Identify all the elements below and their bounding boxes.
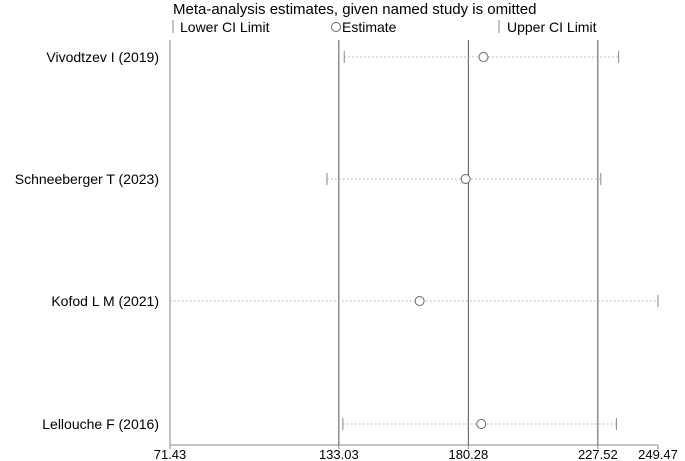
study-label-2: Kofod L M (2021) xyxy=(51,293,159,309)
x-tick-label-0: 71.43 xyxy=(154,447,187,461)
estimate-marker-1 xyxy=(460,174,471,184)
study-label-1: Schneeberger T (2023) xyxy=(15,171,159,187)
x-tick-label-4: 249.47 xyxy=(638,447,678,461)
legend-estimate-label: Estimate xyxy=(342,19,397,35)
legend-upper-label: Upper CI Limit xyxy=(507,19,597,35)
legend: Lower CI Limit Estimate Upper CI Limit xyxy=(172,19,597,35)
legend-lower-label: Lower CI Limit xyxy=(180,19,270,35)
estimate-marker-0 xyxy=(478,52,489,62)
x-tick-label-3: 227.52 xyxy=(578,447,618,461)
study-label-0: Vivodtzev I (2019) xyxy=(46,49,159,65)
x-tick-label-1: 133.03 xyxy=(319,447,359,461)
estimate-marker-2 xyxy=(414,296,425,306)
x-axis-ticks: 71.43 133.03 180.28 227.52 249.47 xyxy=(154,445,678,461)
reference-lines xyxy=(338,40,599,445)
study-rows: Vivodtzev I (2019) Schneeberger T (2023) K… xyxy=(15,49,659,432)
x-tick-label-2: 180.28 xyxy=(448,447,488,461)
study-label-3: Lellouche F (2016) xyxy=(42,416,159,432)
estimate-marker-3 xyxy=(476,419,487,429)
legend-estimate-marker xyxy=(331,22,341,32)
chart-title: Meta-analysis estimates, given named stu… xyxy=(173,1,537,18)
